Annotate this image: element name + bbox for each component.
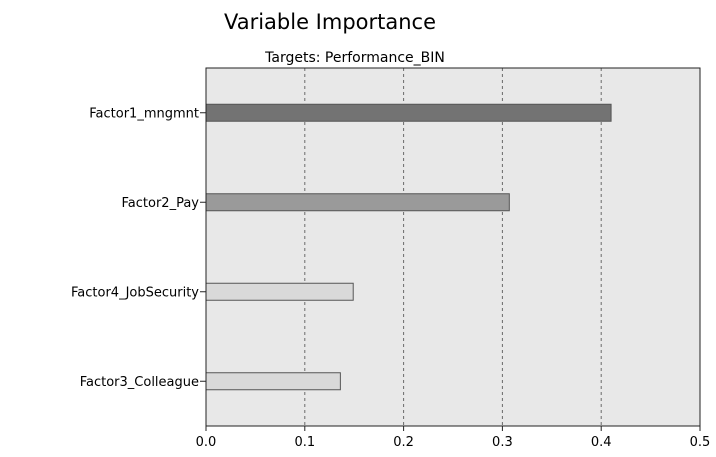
x-tick-label: 0.4: [591, 435, 612, 450]
category-label: Factor2_Pay: [122, 196, 200, 211]
bar: [205, 282, 354, 301]
chart-title: Variable Importance: [224, 10, 436, 34]
category-label: Factor4_JobSecurity: [71, 285, 199, 300]
x-axis: 0.0 0.1 0.2 0.3 0.4 0.5: [196, 426, 711, 450]
category-label: Factor1_mngmnt: [89, 106, 199, 121]
plot-border: [205, 67, 701, 427]
bars: [205, 103, 612, 391]
x-tick-label: 0.1: [294, 435, 315, 450]
category-label: Factor3_Colleague: [80, 375, 199, 390]
x-tick-label: 0.5: [690, 435, 711, 450]
bar: [205, 372, 341, 391]
y-axis: Factor1_mngmnt Factor2_Pay Factor4_JobSecu…: [71, 106, 206, 390]
chart-subtitle: Targets: Performance_BIN: [264, 50, 445, 66]
x-tick-label: 0.3: [492, 435, 513, 450]
x-tick-label: 0.2: [393, 435, 414, 450]
plot-area: [206, 68, 700, 426]
x-tick-label: 0.0: [196, 435, 217, 450]
bar: [205, 103, 612, 122]
bar: [205, 193, 510, 212]
